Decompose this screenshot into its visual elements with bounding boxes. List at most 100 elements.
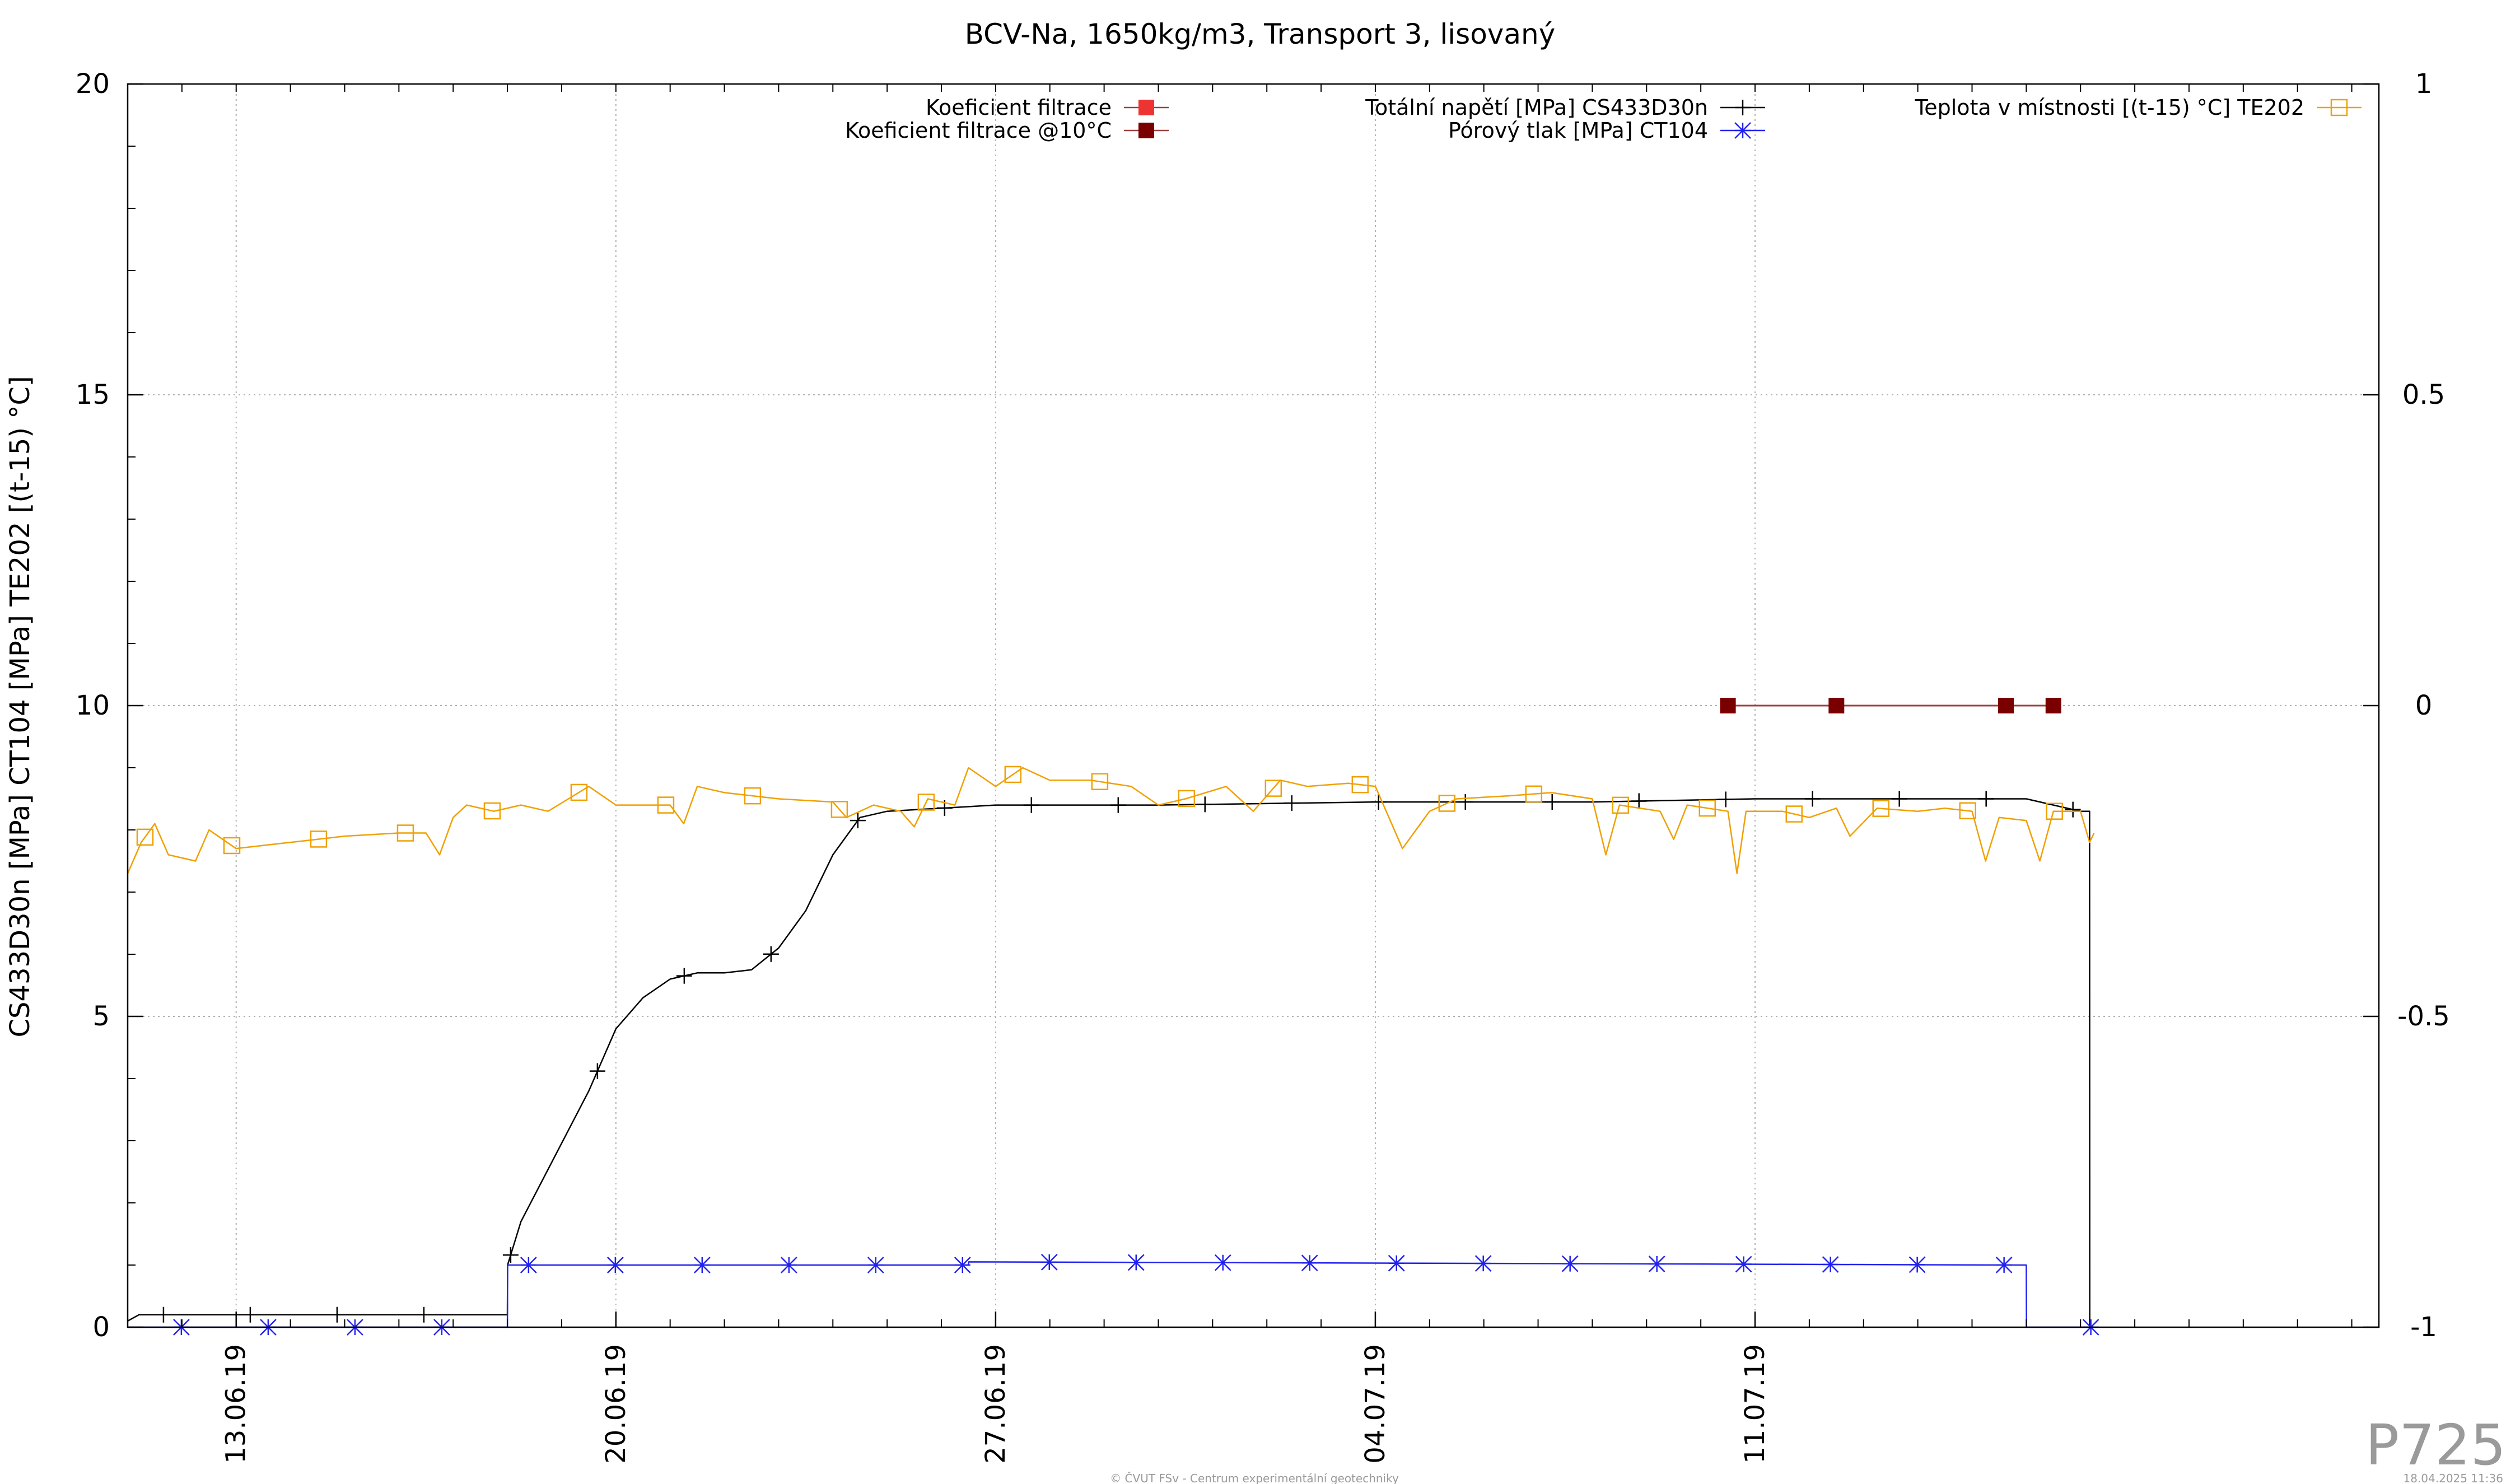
series-3 [127,791,2094,1328]
y2-tick-label: 1 [2415,68,2433,100]
y-tick-label: 5 [92,1001,110,1032]
marker-plus [589,1063,605,1079]
marker-open-square [1525,785,1543,803]
marker-star [1474,1255,1492,1272]
marker-open-square [310,830,328,848]
y-axis-title: CS433D30n [MPa] CT104 [MPa] TE202 [(t-15… [4,376,36,1037]
marker-open-square [2330,99,2348,116]
marker-star [693,1257,711,1273]
marker-plus [1457,794,1473,810]
marker-plus [1110,797,1126,813]
marker-open-square [483,802,501,820]
y-tick-label: 10 [76,690,110,721]
legend-entry-4: Pórový tlak [MPa] CT104 [1448,118,1765,143]
marker-open-square [1612,796,1630,814]
marker-plus [1978,791,1994,807]
series-layer [127,698,2099,1336]
marker-open-square [1959,802,1976,820]
marker-plus [1197,796,1213,813]
marker-plus [1718,791,1734,808]
marker-open-square [1872,800,1890,817]
legend-entry-5: Teplota v místnosti [(t-15) °C] TE202 [1914,95,2362,120]
timestamp: 18.04.2025 11:36 [2403,1472,2503,1484]
marker-open-square [1351,776,1369,794]
copyright-notice: © ČVUT FSv - Centrum experimentální geot… [1110,1472,1399,1484]
marker-plus [676,968,692,984]
marker-filled-square [2045,698,2061,713]
marker-plus [416,1306,432,1323]
marker-plus [850,813,866,829]
legend-label: Teplota v místnosti [(t-15) °C] TE202 [1914,95,2304,120]
marker-star [606,1257,624,1273]
marker-open-square [570,783,588,801]
series-line [128,1261,2094,1328]
marker-plus [1631,793,1647,809]
axis-ticks: 0 5 10 15 20 -1 -0.5 0 0.5 1 13.06.19 20.06.19 27.06… [76,68,2450,1464]
marker-open-square [657,796,675,814]
marker-plus [1023,797,1039,813]
y2-tick-label: 0 [2415,690,2433,721]
marker-open-square [223,837,241,855]
legend-entry-3: Totální napětí [MPa] CS433D30n [1365,95,1765,120]
marker-star [1648,1256,1665,1272]
series-5 [127,766,2095,874]
page-code: P725 [2365,1412,2506,1478]
marker-plus [1891,791,1907,807]
marker-star [1301,1254,1318,1272]
legend-label: Koeficient filtrace [926,95,1112,120]
marker-star [520,1257,537,1273]
marker-star [1214,1254,1231,1271]
marker-filled-square [1720,698,1736,713]
marker-star [1127,1254,1145,1271]
x-tick-label: 27.06.19 [980,1344,1011,1464]
x-tick-label: 04.07.19 [1360,1344,1391,1464]
y2-tick-label: -0.5 [2397,1001,2450,1032]
chart-title: BCV-Na, 1650kg/m3, Transport 3, lisovaný [965,18,1556,50]
series-2 [1720,698,2061,713]
marker-plus [763,946,779,962]
y2-tick-label: -1 [2410,1312,2437,1343]
marker-open-square [1438,795,1456,812]
marker-open-square [1785,805,1803,823]
marker-open-square [1004,766,1022,783]
legend-label: Totální napětí [MPa] CS433D30n [1365,95,1708,120]
marker-plus [1544,794,1560,810]
y-tick-label: 20 [76,68,110,100]
marker-star [1908,1256,1926,1273]
marker-plus [1735,100,1751,115]
marker-open-square [1178,790,1196,808]
marker-plus [242,1306,258,1323]
marker-plus [1804,791,1821,807]
marker-filled-square [1138,123,1154,138]
marker-star [867,1257,884,1273]
legend-label: Koeficient filtrace @10°C [845,118,1112,143]
marker-plus [502,1247,519,1263]
marker-open-square [1264,780,1282,797]
marker-open-square [1091,773,1109,790]
x-tick-label: 11.07.19 [1739,1344,1771,1464]
x-tick-label: 13.06.19 [221,1344,252,1464]
marker-star [1822,1256,1839,1273]
legend-entry-2: Koeficient filtrace @10°C [845,118,1169,143]
marker-open-square [830,801,848,818]
y2-tick-label: 0.5 [2402,379,2445,410]
marker-open-square [136,828,154,846]
marker-star [1995,1256,2013,1273]
y-tick-label: 15 [76,379,110,410]
marker-filled-square [1998,698,2014,713]
marker-star [1561,1255,1579,1272]
marker-star [954,1257,971,1273]
marker-plus [329,1306,345,1323]
marker-open-square [917,794,935,811]
legend-entry-1: Koeficient filtrace [926,95,1169,120]
legend-label: Pórový tlak [MPa] CT104 [1448,118,1708,143]
marker-open-square [1698,799,1716,817]
marker-plus [1370,794,1387,810]
marker-filled-square [1138,100,1154,115]
marker-plus [1284,795,1300,811]
marker-star [780,1257,797,1273]
series-line [127,767,2095,874]
x-tick-label: 20.06.19 [600,1344,632,1464]
